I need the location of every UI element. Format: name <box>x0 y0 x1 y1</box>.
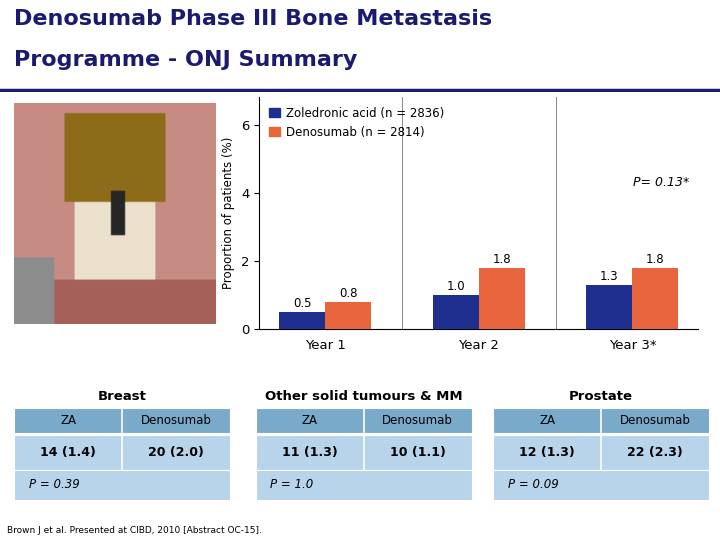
Text: ZA: ZA <box>60 414 76 427</box>
FancyBboxPatch shape <box>14 408 230 433</box>
FancyBboxPatch shape <box>493 435 709 470</box>
Text: 22 (2.3): 22 (2.3) <box>627 446 683 459</box>
Text: Denosumab: Denosumab <box>620 414 690 427</box>
Text: ZA: ZA <box>539 414 555 427</box>
Bar <box>433 295 479 329</box>
Text: P= 0.13*: P= 0.13* <box>634 176 690 189</box>
FancyBboxPatch shape <box>14 435 230 470</box>
Y-axis label: Proportion of patients (%): Proportion of patients (%) <box>222 137 235 289</box>
FancyBboxPatch shape <box>14 470 230 500</box>
Text: 12 (1.3): 12 (1.3) <box>519 446 575 459</box>
Text: Prostate: Prostate <box>570 390 633 403</box>
Text: 0.8: 0.8 <box>339 287 358 300</box>
Text: Brown J et al. Presented at CIBD, 2010 [Abstract OC-15].: Brown J et al. Presented at CIBD, 2010 [… <box>7 525 262 535</box>
FancyBboxPatch shape <box>493 470 709 500</box>
Text: 14 (1.4): 14 (1.4) <box>40 446 96 459</box>
Text: Denosumab: Denosumab <box>141 414 212 427</box>
Text: 0.5: 0.5 <box>293 298 312 310</box>
Text: ZA: ZA <box>302 414 318 427</box>
FancyBboxPatch shape <box>493 408 709 433</box>
Bar <box>279 312 325 329</box>
FancyBboxPatch shape <box>256 470 472 500</box>
Text: Breast: Breast <box>98 390 147 403</box>
FancyBboxPatch shape <box>256 408 472 433</box>
Text: 10 (1.1): 10 (1.1) <box>390 446 446 459</box>
Text: P = 0.39: P = 0.39 <box>29 478 79 491</box>
Text: 1.0: 1.0 <box>446 280 465 293</box>
Legend: Zoledronic acid (n = 2836), Denosumab (n = 2814): Zoledronic acid (n = 2836), Denosumab (n… <box>265 103 448 142</box>
Text: 1.3: 1.3 <box>600 270 618 283</box>
Text: P = 1.0: P = 1.0 <box>270 478 313 491</box>
Bar <box>632 268 678 329</box>
Text: 11 (1.3): 11 (1.3) <box>282 446 338 459</box>
Text: 1.8: 1.8 <box>492 253 511 266</box>
Text: 1.8: 1.8 <box>646 253 665 266</box>
FancyBboxPatch shape <box>256 435 472 470</box>
Text: Programme - ONJ Summary: Programme - ONJ Summary <box>14 51 358 71</box>
Bar <box>479 268 525 329</box>
Bar <box>586 285 632 329</box>
Bar <box>325 302 372 329</box>
Text: 20 (2.0): 20 (2.0) <box>148 446 204 459</box>
Text: Denosumab Phase III Bone Metastasis: Denosumab Phase III Bone Metastasis <box>14 9 492 29</box>
Text: Other solid tumours & MM: Other solid tumours & MM <box>265 390 462 403</box>
Text: P = 0.09: P = 0.09 <box>508 478 558 491</box>
Text: Denosumab: Denosumab <box>382 414 453 427</box>
